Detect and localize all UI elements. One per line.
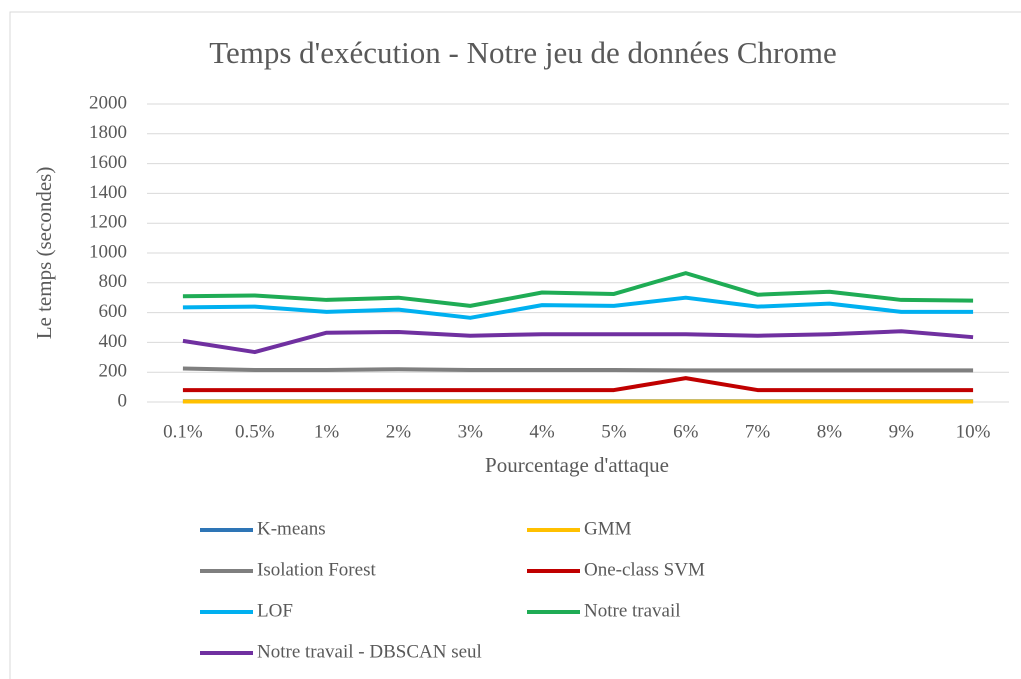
data-line [182, 271, 974, 308]
x-tick-label: 7% [745, 421, 771, 442]
chart-border [9, 11, 1021, 679]
y-tick-label: 1800 [89, 122, 127, 143]
y-tick-label: 1000 [89, 241, 127, 262]
legend-label: Notre travail [584, 600, 681, 621]
y-tick-label: 1200 [89, 212, 127, 233]
x-tick-label: 0.1% [163, 421, 203, 442]
legend-label: GMM [584, 518, 632, 539]
x-tick-label: 8% [817, 421, 843, 442]
y-tick-label: 800 [99, 271, 128, 292]
y-tick-label: 0 [118, 390, 128, 411]
x-tick-label: 10% [956, 421, 991, 442]
y-tick-label: 400 [99, 331, 128, 352]
y-tick-label: 1600 [89, 152, 127, 173]
legend-label: One-class SVM [584, 559, 705, 580]
legend-label: LOF [257, 600, 293, 621]
chart-title: Temps d'exécution - Notre jeu de données… [209, 35, 837, 70]
y-tick-label: 600 [99, 301, 128, 322]
legend-label: Notre travail - DBSCAN seul [257, 641, 482, 662]
x-tick-label: 5% [601, 421, 627, 442]
legend-label: K-means [257, 518, 326, 539]
x-tick-label: 6% [673, 421, 699, 442]
data-line [182, 366, 974, 373]
y-tick-label: 1400 [89, 182, 127, 203]
x-axis-label: Pourcentage d'attaque [485, 453, 669, 477]
x-tick-label: 4% [529, 421, 555, 442]
x-tick-label: 0.5% [235, 421, 275, 442]
data-line [182, 295, 974, 320]
x-tick-label: 9% [889, 421, 915, 442]
legend-label: Isolation Forest [257, 559, 376, 580]
x-tick-label: 1% [314, 421, 340, 442]
x-tick-label: 2% [386, 421, 412, 442]
data-line [182, 376, 974, 393]
x-tick-label: 3% [458, 421, 484, 442]
y-axis-label: Le temps (secondes) [32, 167, 56, 340]
y-tick-label: 200 [99, 361, 128, 382]
data-line [182, 329, 974, 355]
y-tick-label: 2000 [89, 92, 127, 113]
